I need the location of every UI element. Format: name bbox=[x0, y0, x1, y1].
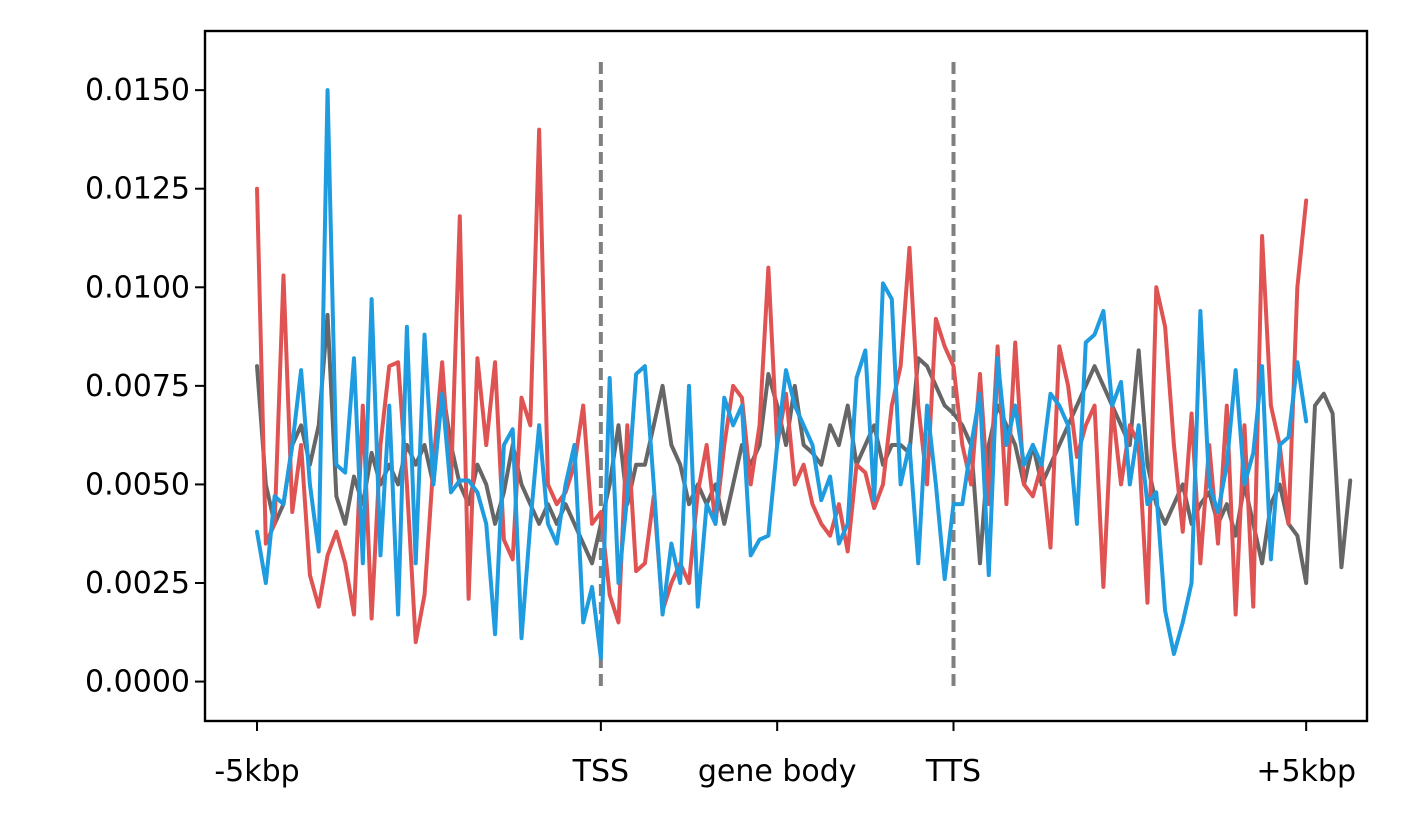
y-tick-label: 0.0025 bbox=[85, 566, 190, 601]
y-tick-label: 0.0000 bbox=[85, 665, 190, 700]
x-tick-label: gene body bbox=[698, 754, 857, 789]
plot-frame bbox=[203, 29, 1369, 723]
series-lines bbox=[255, 88, 1353, 660]
y-tick-label: 0.0150 bbox=[85, 73, 190, 108]
x-tick-label: -5kbp bbox=[214, 754, 299, 789]
x-tick-label: +5kbp bbox=[1256, 754, 1356, 789]
x-axis: -5kbp TSS gene body TTS +5kbp bbox=[214, 721, 1356, 789]
y-tick-label: 0.0050 bbox=[85, 467, 190, 502]
y-tick-label: 0.0075 bbox=[85, 369, 190, 404]
region-boundary-lines bbox=[598, 62, 956, 692]
x-tick-label: TTS bbox=[925, 754, 981, 789]
series-line-1 bbox=[255, 127, 1309, 645]
y-tick-label: 0.0125 bbox=[85, 172, 190, 207]
y-tick-label: 0.0100 bbox=[85, 270, 190, 305]
x-tick-label: TSS bbox=[572, 754, 629, 789]
y-axis: 0.0000 0.0025 0.0050 0.0075 0.0100 0.0125 0.01… bbox=[85, 73, 205, 700]
series-line-2 bbox=[255, 88, 1309, 660]
